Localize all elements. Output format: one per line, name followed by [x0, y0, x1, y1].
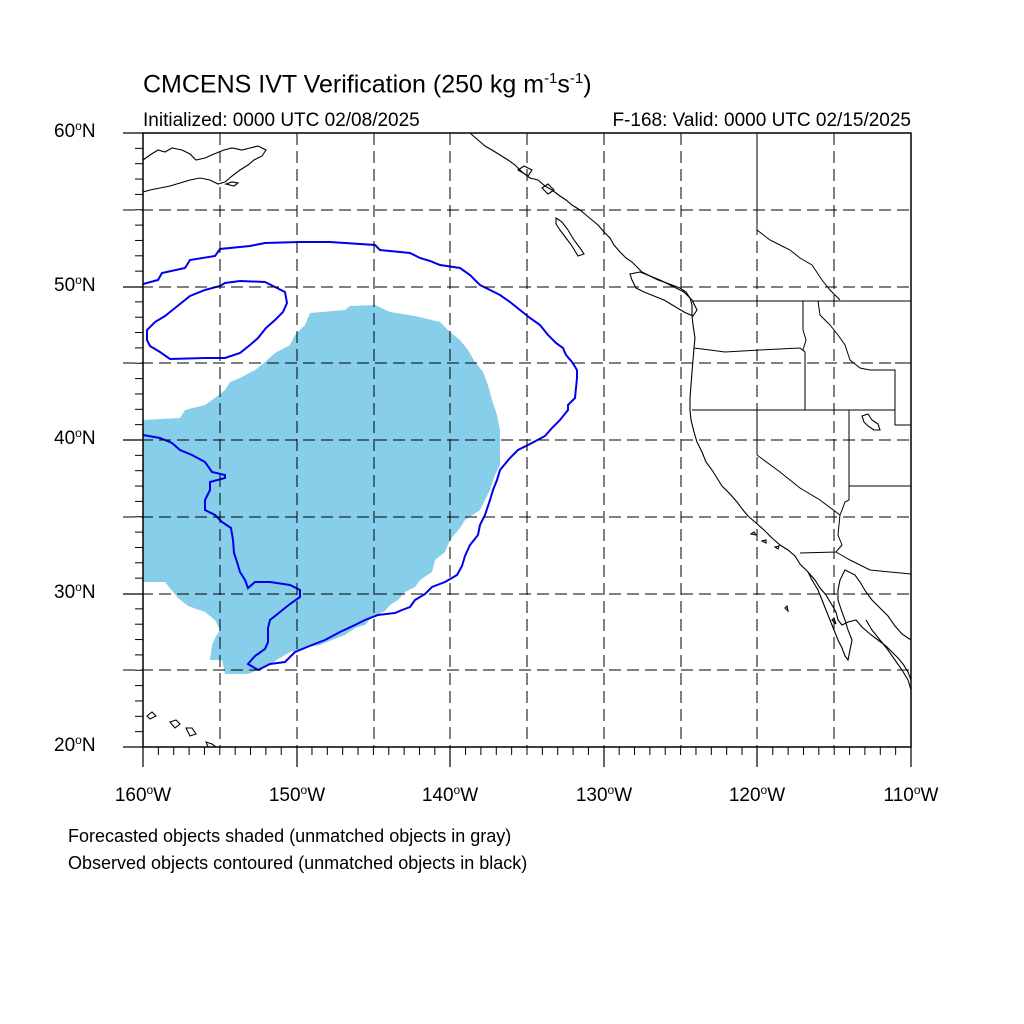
lat-label-50n: 50oN — [54, 273, 96, 296]
lon-label-160w: 160oW — [114, 783, 172, 806]
lat-label-60n: 60oN — [54, 119, 96, 142]
lon-label-110w: 110oW — [883, 783, 939, 806]
map-title: CMCENS IVT Verification (250 kg m-1s-1) — [143, 70, 592, 99]
coastlines — [142, 132, 912, 748]
observed-legend-note: Observed objects contoured (unmatched ob… — [68, 853, 528, 873]
lat-label-40n: 40oN — [54, 426, 96, 449]
lon-label-120w: 120oW — [728, 783, 786, 806]
lat-label-20n: 20oN — [54, 733, 96, 756]
valid-time-label: F-168: Valid: 0000 UTC 02/15/2025 — [612, 110, 911, 131]
lat-label-30n: 30oN — [54, 580, 96, 603]
lon-label-150w: 150oW — [268, 783, 326, 806]
state-borders — [692, 133, 912, 575]
observed-object-contour-outer — [142, 241, 578, 672]
forecast-object-fill — [143, 305, 500, 674]
lon-label-130w: 130oW — [575, 783, 633, 806]
axis-ticks — [123, 132, 912, 767]
map-gridlines — [123, 133, 911, 747]
init-time-label: Initialized: 0000 UTC 02/08/2025 — [143, 110, 420, 131]
axis-minor-ticks — [135, 147, 897, 755]
observed-object-contour-small — [146, 279, 289, 361]
lon-label-140w: 140oW — [421, 783, 479, 806]
forecast-legend-note: Forecasted objects shaded (unmatched obj… — [68, 826, 512, 846]
